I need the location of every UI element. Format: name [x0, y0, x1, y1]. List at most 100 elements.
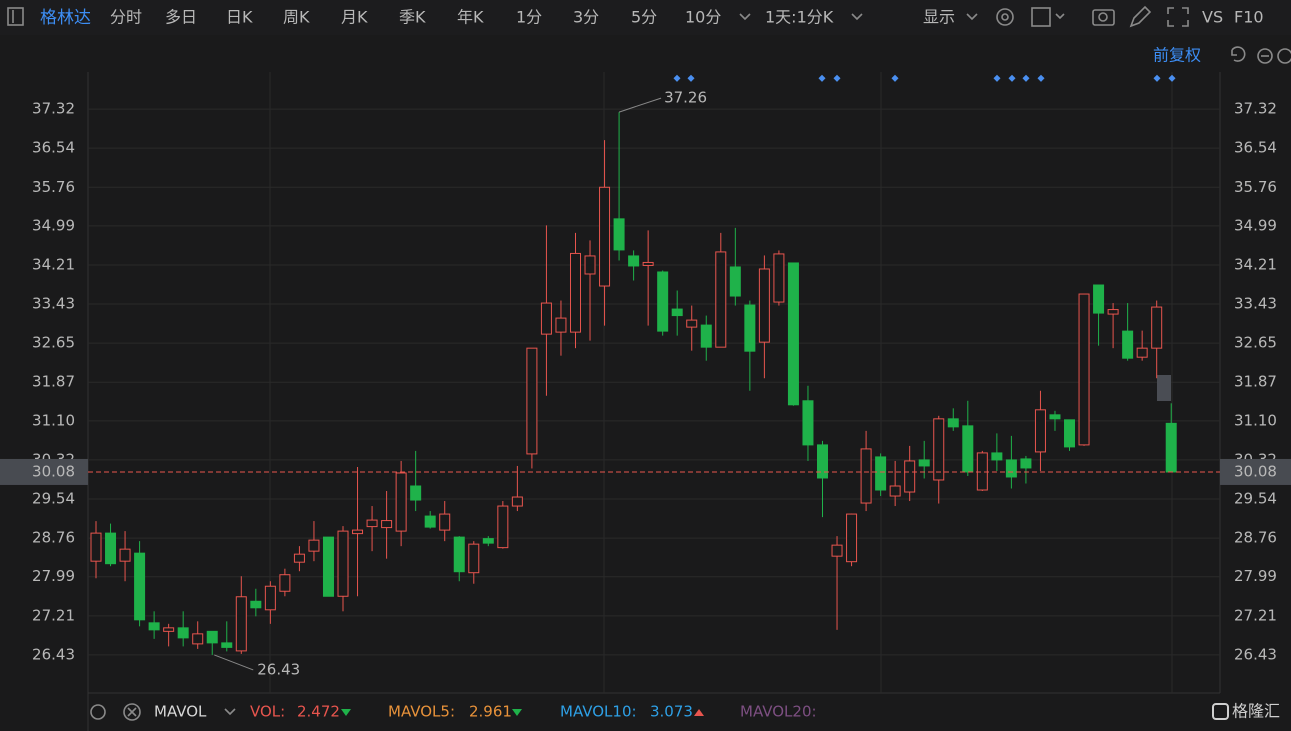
period-tab[interactable]: 日K — [226, 8, 253, 27]
period-tab[interactable]: 5分 — [631, 8, 657, 27]
candle-body — [410, 485, 422, 501]
candle-body — [381, 520, 393, 529]
candle-body — [424, 515, 436, 528]
y-tick-label: 36.54 — [32, 139, 75, 157]
logo-icon — [1212, 703, 1229, 720]
candle-body — [918, 459, 930, 467]
trend-up — [694, 709, 704, 716]
screenshot-lens — [1098, 12, 1108, 22]
period-tab[interactable]: 分时 — [110, 8, 142, 27]
indicator-settings[interactable] — [90, 704, 106, 720]
candle-body — [817, 444, 828, 479]
candle-body — [569, 252, 581, 333]
candle-body — [468, 543, 480, 574]
zoom-out-icon[interactable] — [1257, 48, 1273, 64]
indicator-close-x — [127, 707, 137, 717]
candle-body — [657, 271, 669, 332]
draw-icon[interactable] — [1129, 5, 1152, 28]
y-tick-label: 35.76 — [32, 178, 75, 196]
candle-body — [1020, 458, 1032, 469]
period-tab[interactable]: 年K — [457, 8, 484, 27]
fullscreen-icon[interactable] — [1167, 7, 1189, 27]
candle-body — [1034, 409, 1046, 453]
candle-body — [250, 600, 262, 609]
event-marker[interactable] — [833, 74, 841, 82]
candle-body — [889, 485, 901, 497]
event-marker[interactable] — [993, 74, 1001, 82]
interval-select[interactable]: 1天:1分K — [765, 8, 834, 27]
f10-button[interactable]: F10 — [1234, 8, 1264, 27]
y-tick-label-right: 35.76 — [1234, 178, 1277, 196]
screenshot-icon[interactable] — [1092, 9, 1115, 26]
candle-body — [904, 460, 916, 493]
dropdown-arrow[interactable] — [851, 13, 863, 21]
zoom-in-icon[interactable] — [1277, 48, 1291, 64]
candle-body — [322, 536, 334, 597]
y-tick-label: 32.65 — [32, 334, 75, 352]
candle-body — [163, 627, 175, 632]
indicator-label: MAVOL10: — [560, 703, 637, 721]
last-price-label-right: 30.08 — [1234, 462, 1277, 480]
y-tick-label: 34.99 — [32, 216, 75, 234]
candle-body — [1165, 422, 1177, 473]
sidebar-toggle[interactable] — [7, 7, 24, 26]
candle-body — [686, 319, 698, 328]
y-tick-label: 26.43 — [32, 645, 75, 663]
y-tick-label-right: 31.87 — [1234, 373, 1277, 391]
reset-icon[interactable] — [1231, 46, 1246, 62]
indicator-label: MAVOL5: — [388, 703, 455, 721]
y-tick-label-right: 36.54 — [1234, 139, 1277, 157]
gap-marker — [1157, 375, 1171, 401]
candle-body — [177, 627, 189, 639]
candle-body — [337, 530, 349, 597]
candle-body — [540, 302, 552, 335]
candle-body — [206, 630, 218, 644]
period-tab[interactable]: 季K — [399, 8, 426, 27]
candle-body — [671, 308, 683, 317]
period-tab[interactable]: 10分 — [685, 8, 721, 27]
candle-body — [773, 253, 785, 303]
y-tick-label-right: 26.43 — [1234, 645, 1277, 663]
dropdown-arrow[interactable] — [966, 13, 978, 21]
candle-body — [279, 574, 291, 592]
y-tick-label-right: 29.54 — [1234, 490, 1277, 508]
color-icon[interactable] — [1031, 7, 1051, 27]
stock-name[interactable]: 格林达 — [40, 8, 91, 28]
max-label: 37.26 — [664, 89, 707, 107]
period-tab[interactable]: 周K — [283, 8, 310, 27]
dropdown-arrow[interactable] — [224, 708, 236, 716]
candle-body — [148, 622, 160, 631]
vs-button[interactable]: VS — [1202, 8, 1223, 27]
indicator-label: VOL: — [250, 703, 285, 721]
event-marker[interactable] — [1008, 74, 1016, 82]
indicator-close[interactable] — [123, 703, 141, 721]
max-leader — [618, 97, 662, 113]
candle-body — [962, 425, 974, 473]
candle-body — [715, 251, 727, 348]
settings-icon[interactable] — [996, 8, 1014, 26]
period-tab[interactable]: 多日 — [165, 8, 197, 27]
candle-body — [439, 513, 451, 531]
event-marker[interactable] — [673, 74, 681, 82]
event-marker[interactable] — [818, 74, 826, 82]
indicator-name[interactable]: MAVOL — [154, 703, 207, 721]
dropdown-arrow[interactable] — [739, 13, 751, 21]
adjust-mode[interactable]: 前复权 — [1153, 46, 1201, 65]
event-marker[interactable] — [687, 74, 695, 82]
candle-body — [700, 324, 712, 348]
candle-body — [105, 532, 117, 565]
period-tab[interactable]: 月K — [341, 8, 368, 27]
y-tick-label: 33.43 — [32, 295, 75, 313]
candle-body — [991, 452, 1003, 461]
indicator-value: 2.472 — [297, 703, 340, 721]
candle-body — [1005, 459, 1017, 478]
min-leader — [214, 654, 254, 671]
display-menu[interactable]: 显示 — [923, 8, 955, 27]
last-price-label: 30.08 — [32, 462, 75, 480]
candle-body — [947, 418, 959, 428]
dropdown-arrow[interactable] — [1055, 13, 1065, 20]
candle-body — [599, 186, 611, 287]
period-tab[interactable]: 3分 — [573, 8, 599, 27]
period-tab[interactable]: 1分 — [516, 8, 542, 27]
event-marker[interactable] — [891, 74, 899, 82]
